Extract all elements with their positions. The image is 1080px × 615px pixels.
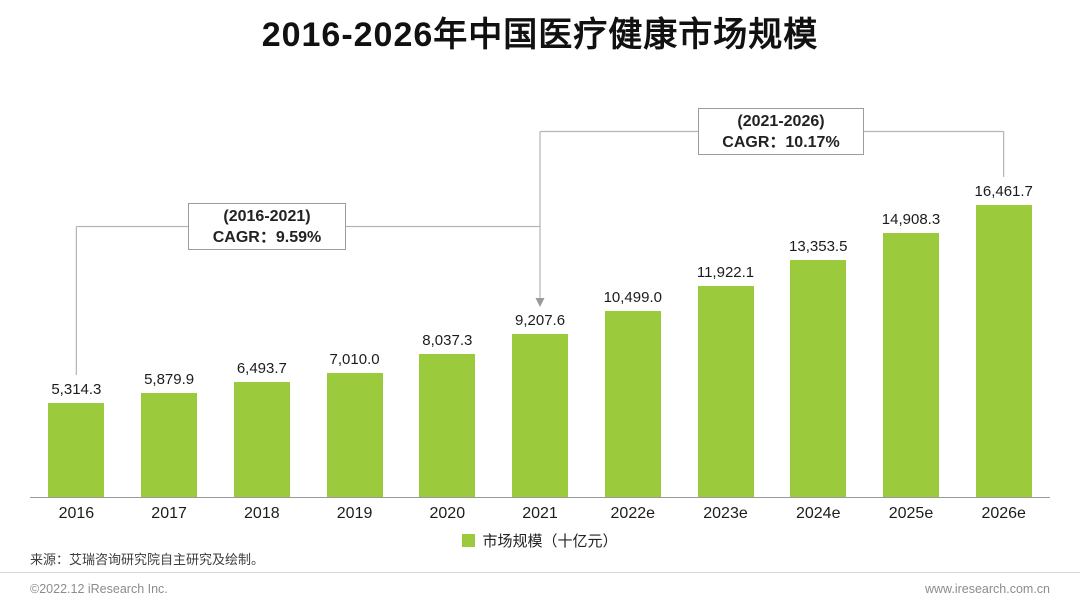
- source-note: 来源：艾瑞咨询研究院自主研究及绘制。: [30, 552, 265, 567]
- bar-slot: 16,461.7: [957, 183, 1050, 497]
- bar-value-label: 5,879.9: [144, 371, 195, 388]
- bar-value-label: 7,010.0: [329, 351, 380, 368]
- x-axis: 2016 2017 2018 2019 2020 2021 2022e 2023e 2024e 2…: [30, 505, 1050, 523]
- bar-2026e: [975, 205, 1032, 497]
- bar-slot: 10,499.0: [586, 289, 679, 497]
- x-tick-2026e: 2026e: [981, 505, 1026, 522]
- cagr-box-2021-2026: (2021-2026) CAGR：10.17%: [698, 108, 864, 155]
- legend-swatch: [462, 534, 476, 547]
- x-tick-2024e: 2024e: [795, 505, 841, 522]
- x-tick-2022e: 2022e: [610, 505, 656, 522]
- bar-value-label: 8,037.3: [422, 332, 473, 349]
- bar-2017: [141, 393, 198, 497]
- bar-value-label: 11,922.1: [696, 264, 755, 281]
- bar-slot: 7,010.0: [308, 351, 401, 497]
- bar-value-label: 13,353.5: [789, 238, 848, 255]
- x-tick-2021: 2021: [522, 505, 558, 522]
- x-tick-2016: 2016: [58, 505, 95, 522]
- bar-slot: 8,037.3: [401, 332, 494, 497]
- bar-value-label: 5,314.3: [51, 381, 102, 398]
- cagr-value-label: CAGR：9.59%: [212, 229, 322, 246]
- footer-divider: [0, 572, 1080, 573]
- bar-2018: [233, 382, 290, 497]
- bar-slot: 5,879.9: [123, 371, 216, 497]
- bar-value-label: 9,207.6: [515, 312, 566, 329]
- bar-slot: 5,314.3: [30, 381, 123, 497]
- bar-2016: [48, 403, 105, 497]
- x-tick-2018: 2018: [244, 505, 280, 522]
- x-tick-2019: 2019: [336, 505, 373, 522]
- footer-website: www.iresearch.com.cn: [924, 582, 1050, 596]
- bar-2019: [326, 373, 383, 497]
- bar-2024e: [790, 260, 847, 497]
- cagr-range-label: (2016-2021): [223, 208, 311, 225]
- bar-slot: 11,922.1: [679, 264, 772, 497]
- footer-copyright: ©2022.12 iResearch Inc.: [30, 582, 168, 596]
- bar-slot: 6,493.7: [215, 360, 308, 497]
- bar-2025e: [882, 233, 939, 497]
- bar-slot: 13,353.5: [772, 238, 865, 497]
- cagr-range-label: (2021-2026): [737, 113, 825, 130]
- plot-area: 5,314.3 5,879.9 6,493.7 7,010.0 8,037.3 9,207…: [30, 105, 1050, 498]
- bar-2022e: [604, 311, 661, 497]
- cagr-box-2016-2021: (2016-2021) CAGR：9.59%: [188, 203, 346, 250]
- legend: 市场规模（十亿元）: [0, 530, 1080, 551]
- cagr-value-label: CAGR：10.17%: [722, 134, 840, 151]
- x-tick-2020: 2020: [429, 505, 466, 522]
- footer: ©2022.12 iResearch Inc. www.iresearch.co…: [30, 582, 1050, 596]
- bar-2021: [512, 334, 569, 497]
- bar-slot: 14,908.3: [865, 211, 958, 497]
- chart-title: 2016-2026年中国医疗健康市场规模: [261, 16, 819, 54]
- bar-value-label: 6,493.7: [236, 360, 287, 377]
- bar-slot: 9,207.6: [494, 312, 587, 497]
- x-tick-2017: 2017: [151, 505, 187, 522]
- bar-2023e: [697, 286, 754, 497]
- bar-value-label: 10,499.0: [603, 289, 662, 306]
- bar-2020: [419, 354, 476, 497]
- bar-value-label: 14,908.3: [881, 211, 941, 228]
- x-tick-2023e: 2023e: [703, 505, 748, 522]
- x-tick-2025e: 2025e: [888, 505, 934, 522]
- bar-value-label: 16,461.7: [974, 183, 1033, 200]
- legend-label: 市场规模（十亿元）: [482, 533, 618, 550]
